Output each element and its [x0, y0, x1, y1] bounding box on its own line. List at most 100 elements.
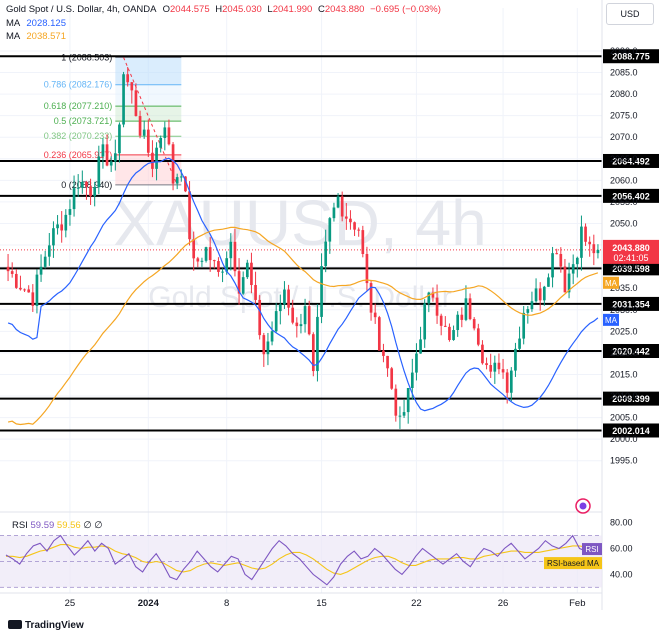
open-value: 2044.575 — [170, 4, 210, 15]
candles — [6, 66, 600, 429]
candle-body — [530, 301, 534, 310]
candle-body — [472, 319, 476, 329]
candle-body — [274, 311, 278, 332]
candle-body — [245, 262, 249, 278]
candle-body — [340, 196, 344, 217]
candle — [344, 203, 348, 230]
candle-body — [175, 177, 179, 184]
countdown-label: 02:41:05 — [613, 253, 648, 263]
candle-body — [80, 181, 84, 188]
candle-body — [584, 226, 587, 242]
ma-fast-label: MA — [6, 18, 20, 29]
fibonacci-retracement[interactable]: 1 (2088.503) 0.786 (2082.176) 0.618 (2077.… — [44, 52, 182, 190]
price-tick-label: 2040.0 — [610, 262, 638, 272]
candle-body — [489, 365, 493, 372]
candle — [122, 71, 125, 128]
candle-body — [415, 353, 418, 373]
level-tag — [603, 296, 659, 311]
candle — [283, 281, 286, 309]
price-axis[interactable]: 1995.0 2000.0 2005.0 2010.0 2015.0 2020.0 2025… — [601, 0, 659, 610]
rsi-legend-extra: ∅ ∅ — [83, 520, 102, 531]
candle-body — [126, 74, 130, 83]
candle-body — [456, 314, 460, 331]
candle-body — [23, 289, 26, 291]
candle — [278, 294, 282, 325]
candle-body — [19, 287, 22, 290]
candle-body — [291, 307, 295, 323]
candle-body — [377, 317, 381, 351]
ma-fast-line — [7, 157, 599, 412]
price-tick-label: 2000.0 — [610, 434, 638, 444]
candle — [588, 236, 592, 257]
ma-slow-label: MA — [6, 31, 20, 42]
rsi-ma-tag-label: RSI-based MA — [547, 559, 600, 568]
candle — [258, 295, 262, 340]
candle-body — [217, 261, 220, 272]
candle — [204, 246, 208, 263]
candle — [6, 253, 10, 282]
candle — [241, 271, 245, 295]
candle-body — [241, 277, 245, 294]
candle-body — [56, 224, 59, 229]
candle-body — [64, 214, 68, 231]
time-axis[interactable]: 25 2024 8 15 22 26 Feb — [0, 592, 602, 609]
tradingview-logo[interactable]: TradingView — [8, 620, 84, 631]
candle — [250, 252, 253, 294]
rsi-legend[interactable]: RSI 59.59 59.56 ∅ ∅ — [12, 520, 103, 531]
candle — [52, 221, 55, 258]
price-tick-label: 2035.0 — [610, 283, 638, 293]
candle — [291, 299, 295, 325]
candle — [382, 343, 385, 363]
watermark: XAUUSD, 4h Gold Spot / U.S. Dollar — [113, 187, 486, 314]
candle — [56, 215, 59, 235]
candle — [518, 326, 521, 351]
candle-body — [398, 415, 402, 417]
candle-body — [361, 230, 365, 254]
candle-body — [349, 218, 352, 223]
candle — [101, 138, 105, 169]
candle-body — [571, 264, 575, 274]
candle — [522, 306, 526, 345]
candle-body — [419, 339, 422, 354]
candle — [303, 298, 307, 333]
tradingview-mark-icon — [8, 620, 22, 629]
candle — [287, 284, 290, 316]
candle-body — [200, 260, 204, 262]
rsi-legend-title: RSI — [12, 520, 30, 531]
candle — [80, 170, 84, 194]
candle-body — [307, 306, 311, 335]
candle — [472, 317, 476, 331]
currency-button[interactable]: USD — [606, 3, 654, 25]
candle-body — [101, 144, 105, 157]
candle-body — [382, 350, 385, 356]
candle — [448, 323, 451, 342]
candle-body — [35, 274, 39, 306]
watermark-line2: Gold Spot / U.S. Dollar — [148, 281, 451, 314]
candle — [489, 353, 493, 379]
candle — [10, 262, 14, 278]
candle-body — [270, 331, 274, 342]
candle-body — [105, 144, 109, 166]
ma-tag — [603, 313, 619, 326]
candle-body — [225, 258, 229, 272]
legend-ma-slow[interactable]: MA 2038.571 — [6, 31, 66, 42]
candle-body — [237, 271, 241, 294]
candle-body — [518, 338, 521, 349]
candle — [105, 134, 109, 167]
candle — [464, 285, 468, 322]
candle — [138, 110, 142, 139]
legend-ma-fast[interactable]: MA 2028.125 — [6, 18, 66, 29]
level-tag — [603, 391, 659, 406]
candle — [200, 257, 204, 267]
fib-level-label: 1 (2088.503) — [61, 52, 112, 62]
candle-body — [295, 322, 299, 327]
horizontal-levels: 2088.775 2064.492 2056.402 2039.598 2031.354… — [0, 49, 659, 438]
candle-body — [76, 187, 80, 189]
last-price-tag[interactable] — [603, 239, 659, 264]
low-value: 2041.990 — [272, 4, 313, 15]
candle-body — [130, 82, 134, 91]
fib-trend-line — [123, 57, 178, 186]
candle-body — [551, 253, 554, 278]
candle — [316, 304, 319, 382]
